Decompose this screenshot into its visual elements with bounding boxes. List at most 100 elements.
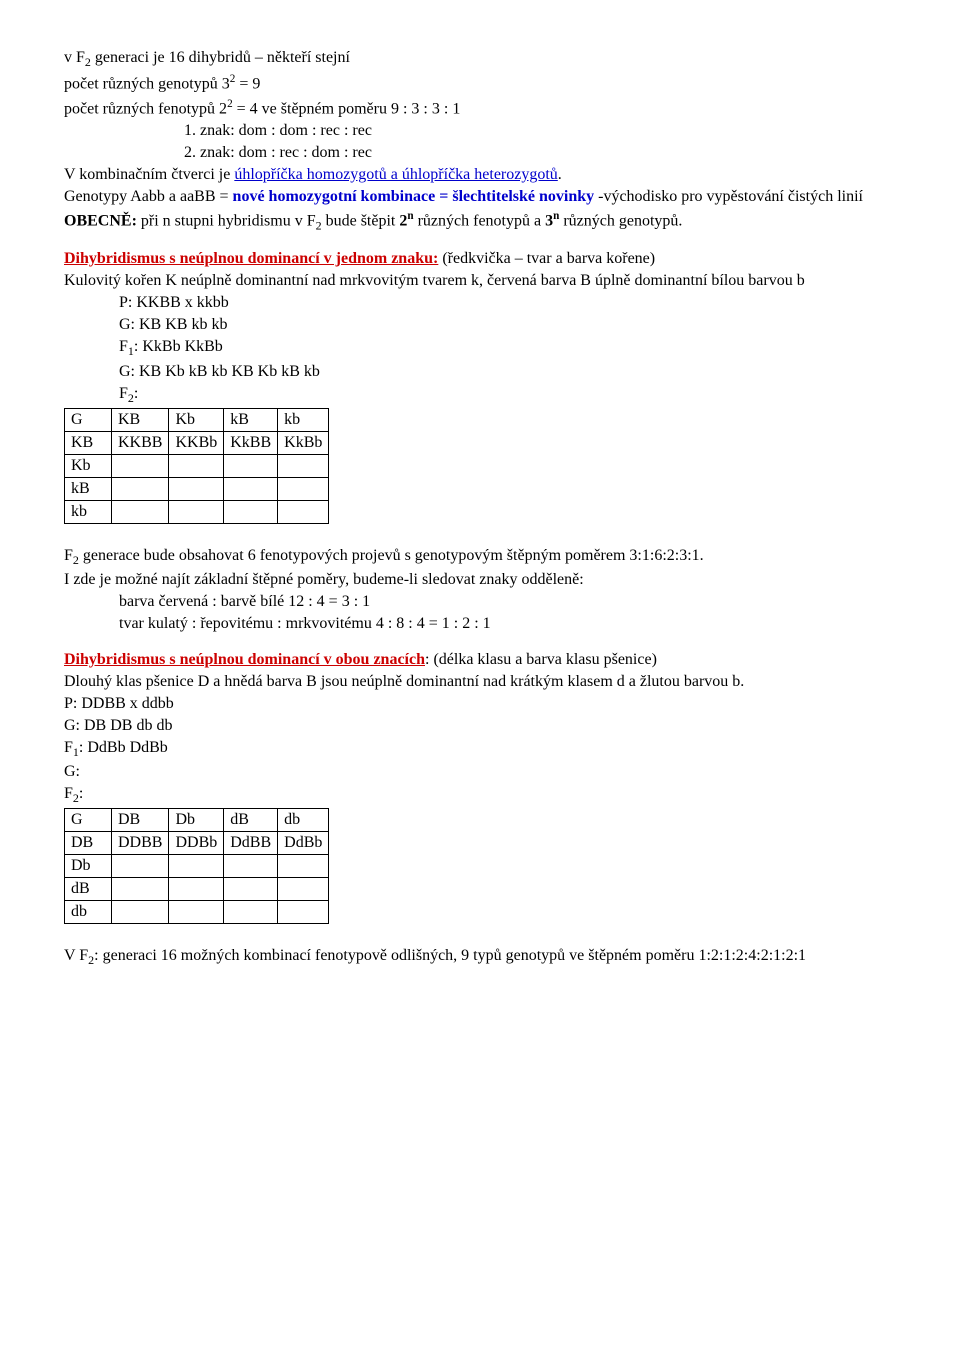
table-cell <box>278 500 329 523</box>
table-cell: Db <box>169 809 224 832</box>
section1-after4: tvar kulatý : řepovitému : mrkvovitému 4… <box>64 614 896 634</box>
section1-G2: G: KB Kb kB kb KB Kb kB kb <box>64 362 896 382</box>
section1-title-line: Dihybridismus s neúplnou dominancí v jed… <box>64 249 896 269</box>
table-cell: Kb <box>169 408 224 431</box>
intro-line1: v F2 generaci je 16 dihybridů – někteří … <box>64 48 896 70</box>
table-cell <box>278 901 329 924</box>
intro-obecne: OBECNĚ: při n stupni hybridismu v F2 bud… <box>64 209 896 234</box>
text: : <box>134 385 138 402</box>
text: různých fenotypů a <box>414 212 546 229</box>
table-cell <box>224 500 278 523</box>
table-cell: kb <box>278 408 329 431</box>
table-row: kb <box>65 500 329 523</box>
table-cell <box>112 500 169 523</box>
table-cell: DdBb <box>278 832 329 855</box>
section1-after1: F2 generace bude obsahovat 6 fenotypovýc… <box>64 546 896 568</box>
text: = 9 <box>235 76 260 93</box>
table-cell: G <box>65 809 112 832</box>
table-row: db <box>65 901 329 924</box>
table-cell: KKBB <box>112 431 169 454</box>
text: : generaci 16 možných kombinací fenotypo… <box>94 947 806 964</box>
table-cell: dB <box>65 878 112 901</box>
text: F <box>64 547 73 564</box>
table-cell: KKBb <box>169 431 224 454</box>
intro-genotypes: Genotypy Aabb a aaBB = nové homozygotní … <box>64 187 896 207</box>
table-cell: db <box>65 901 112 924</box>
section2-F2: F2: <box>64 784 896 806</box>
text: = 4 ve štěpném poměru 9 : 3 : 3 : 1 <box>233 100 461 117</box>
text: F <box>119 338 128 355</box>
table-cell: DDBb <box>169 832 224 855</box>
text: počet různých fenotypů 2 <box>64 100 227 117</box>
table-cell <box>112 855 169 878</box>
section2-G1: G: DB DB db db <box>64 716 896 736</box>
text: V kombinačním čtverci je <box>64 166 234 183</box>
section2-P: P: DDBB x ddbb <box>64 694 896 714</box>
section1-F1: F1: KkBb KkBb <box>64 337 896 359</box>
table-row: G DB Db dB db <box>65 809 329 832</box>
text: různých genotypů. <box>559 212 682 229</box>
table-cell <box>169 477 224 500</box>
section2-desc: Dlouhý klas pšenice D a hnědá barva B js… <box>64 672 896 692</box>
section2-punnett-table: G DB Db dB db DB DDBB DDBb DdBB DdBb Db … <box>64 808 329 924</box>
table-cell: KB <box>112 408 169 431</box>
table-cell: db <box>278 809 329 832</box>
highlight-blue: úhlopříčka homozygotů a úhlopříčka heter… <box>234 166 557 183</box>
intro-line3: počet různých fenotypů 22 = 4 ve štěpném… <box>64 97 896 119</box>
table-row: dB <box>65 878 329 901</box>
section1-P: P: KKBB x kkbb <box>64 293 896 313</box>
text: : KkBb KkBb <box>134 338 223 355</box>
table-cell <box>278 878 329 901</box>
table-cell: DB <box>112 809 169 832</box>
section1-G1: G: KB KB kb kb <box>64 315 896 335</box>
table-cell <box>169 500 224 523</box>
table-cell: Kb <box>65 454 112 477</box>
text: : DdBb DdBb <box>79 739 168 756</box>
text: generace bude obsahovat 6 fenotypových p… <box>79 547 704 564</box>
section1-after3: barva červená : barvě bílé 12 : 4 = 3 : … <box>64 592 896 612</box>
table-cell <box>112 901 169 924</box>
section1-punnett-table: G KB Kb kB kb KB KKBB KKBb KkBB KkBb Kb … <box>64 408 329 524</box>
table-cell <box>112 477 169 500</box>
table-cell: dB <box>224 809 278 832</box>
table-cell <box>224 477 278 500</box>
text: F <box>64 785 73 802</box>
table-row: Kb <box>65 454 329 477</box>
table-cell <box>169 454 224 477</box>
table-cell: kB <box>65 477 112 500</box>
table-cell: KkBB <box>224 431 278 454</box>
section1-title-rest: (ředkvička – tvar a barva kořene) <box>438 250 655 267</box>
table-cell: G <box>65 408 112 431</box>
section1-F2: F2: <box>64 384 896 406</box>
table-cell <box>112 878 169 901</box>
table-cell <box>224 454 278 477</box>
section1-title: Dihybridismus s neúplnou dominancí v jed… <box>64 250 438 267</box>
text: F <box>119 385 128 402</box>
highlight-blue-bold: nové homozygotní kombinace = šlechtitels… <box>233 188 595 205</box>
text: . <box>558 166 562 183</box>
text: V F <box>64 947 88 964</box>
intro-znak1: 1. znak: dom : dom : rec : rec <box>64 121 896 141</box>
table-cell <box>278 855 329 878</box>
table-cell <box>112 454 169 477</box>
section2-F1: F1: DdBb DdBb <box>64 738 896 760</box>
table-cell <box>169 878 224 901</box>
table-cell: KB <box>65 431 112 454</box>
intro-combinational: V kombinačním čtverci je úhlopříčka homo… <box>64 165 896 185</box>
text: -východisko pro vypěstování čistých lini… <box>594 188 863 205</box>
section2-title-line: Dihybridismus s neúplnou dominancí v obo… <box>64 650 896 670</box>
bold: 3 <box>545 212 553 229</box>
text: generaci je 16 dihybridů – někteří stejn… <box>91 49 350 66</box>
text: v F <box>64 49 85 66</box>
table-row: kB <box>65 477 329 500</box>
table-cell <box>169 855 224 878</box>
table-cell <box>224 855 278 878</box>
section1-after2: I zde je možné najít základní štěpné pom… <box>64 570 896 590</box>
section1-desc: Kulovitý kořen K neúplně dominantní nad … <box>64 271 896 291</box>
table-cell: DdBB <box>224 832 278 855</box>
table-row: Db <box>65 855 329 878</box>
text: počet různých genotypů 3 <box>64 76 230 93</box>
section2-title: Dihybridismus s neúplnou dominancí v obo… <box>64 651 425 668</box>
section2-title-rest: : (délka klasu a barva klasu pšenice) <box>425 651 657 668</box>
table-cell: KkBb <box>278 431 329 454</box>
